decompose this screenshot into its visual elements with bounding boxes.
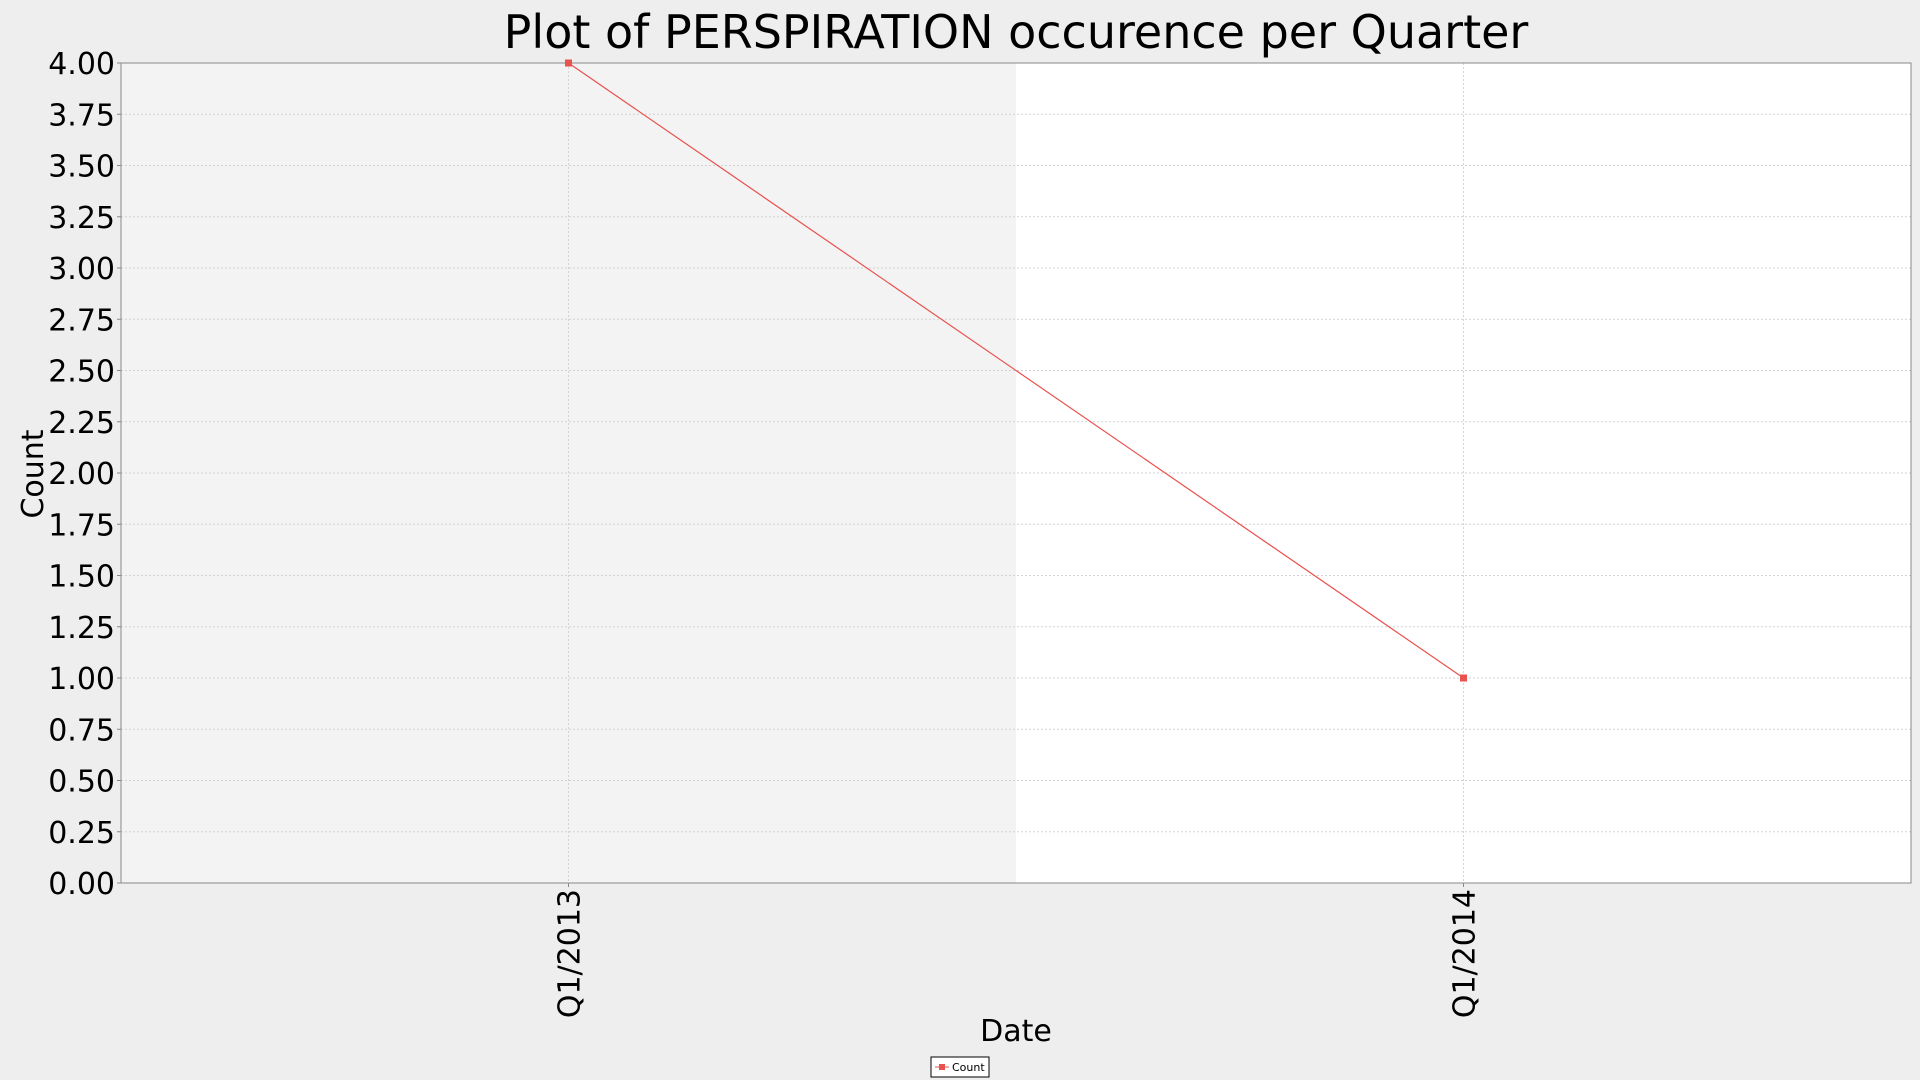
y-tick-label: 2.50 — [48, 355, 115, 390]
y-tick-label: 0.25 — [48, 816, 115, 851]
legend-box — [930, 1056, 990, 1078]
y-tick-label: 3.75 — [48, 98, 115, 133]
chart-title: Plot of PERSPIRATION occurence per Quart… — [504, 5, 1529, 59]
legend-swatch-marker — [939, 1064, 945, 1070]
y-axis-title: Count — [16, 429, 51, 518]
legend: Count — [930, 1056, 990, 1078]
x-axis-title: Date — [980, 1014, 1052, 1049]
y-tick-label: 4.00 — [48, 47, 115, 82]
y-tick-label: 1.25 — [48, 611, 115, 646]
y-tick-label: 2.00 — [48, 457, 115, 492]
data-point — [565, 59, 572, 67]
x-tick-label: Q1/2013 — [553, 889, 588, 1018]
vertical-gridlines — [568, 63, 1464, 883]
y-tick-label: 0.75 — [48, 713, 115, 748]
y-tick-label: 3.25 — [48, 201, 115, 236]
x-axis: Q1/2013 Q1/2014 — [553, 883, 1483, 1018]
y-tick-label: 0.50 — [48, 765, 115, 800]
legend-label: Count — [952, 1061, 985, 1074]
y-tick-label: 1.00 — [48, 662, 115, 697]
y-tick-label: 2.25 — [48, 406, 115, 441]
y-tick-label: 3.50 — [48, 150, 115, 185]
data-point — [1460, 674, 1467, 682]
series-line — [568, 62, 1464, 679]
series-layer — [565, 59, 1467, 682]
y-tick-label: 2.75 — [48, 303, 115, 338]
y-axis: 0.00 0.25 0.50 0.75 1.00 1.25 1.50 1.75 2.00 2.25… — [48, 47, 121, 902]
y-tick-label: 1.50 — [48, 560, 115, 595]
x-tick-label: Q1/2014 — [1448, 889, 1483, 1018]
y-tick-label: 1.75 — [48, 508, 115, 543]
y-tick-label: 3.00 — [48, 252, 115, 287]
y-tick-label: 0.00 — [48, 867, 115, 902]
